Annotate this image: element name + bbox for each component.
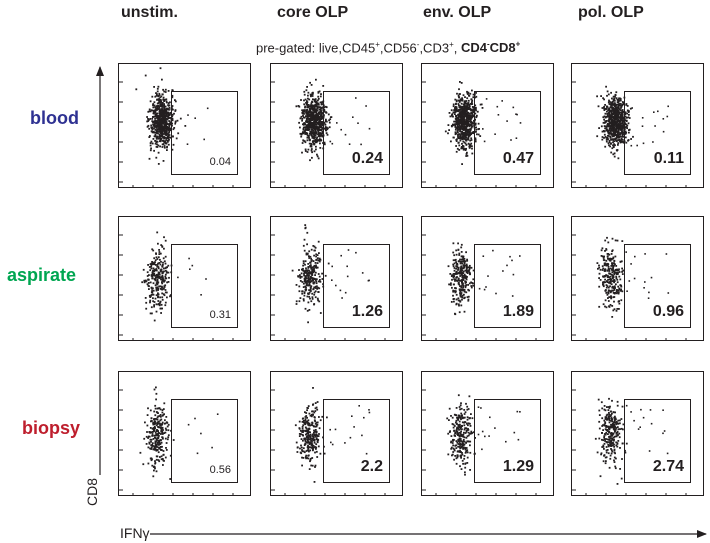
column-header-core-olp: core OLP [277,4,349,21]
event-dots [596,236,670,318]
y-axis-label: CD8 [84,477,100,506]
panel-biopsy-env-olp: 1.29 [421,371,554,496]
ifng-gate: 0.31 [171,244,238,328]
column-header-unstim: unstim. [121,4,178,21]
scatter-plot [119,386,234,495]
row-label-blood: blood [30,108,79,128]
panel-blood-core-olp: 0.24 [270,63,403,188]
panel-blood-env-olp: 0.47 [421,63,554,188]
tick-marks [271,234,386,340]
gate-percentage: 1.26 [351,303,383,320]
tick-marks [422,389,537,495]
event-dots [447,242,521,316]
tick-marks [119,81,234,187]
scatter-plot [271,78,386,187]
tick-marks [422,234,537,340]
tick-marks [119,234,234,340]
scatter-plot [422,234,537,340]
tick-marks [119,389,234,495]
event-dots [139,386,219,480]
panel-aspirate-env-olp: 1.89 [421,216,554,341]
gate-percentage: 2.74 [652,458,684,475]
ifng-gate: 2.2 [323,399,390,483]
event-dots [291,224,370,324]
panel-aspirate-core-olp: 1.26 [270,216,403,341]
pregate-annotation: pre-gated: live,CD45+,CD56-,CD3+, CD4-CD… [256,40,521,56]
gate-percentage: 0.31 [209,309,231,321]
panel-aspirate-unstim: 0.31 [118,216,251,341]
gate-percentage: 1.29 [502,458,534,475]
event-dots [594,397,669,485]
scatter-plot [271,387,386,495]
gate-percentage: 2.2 [360,458,383,475]
tick-marks [572,81,687,187]
gate-percentage: 0.24 [351,150,383,167]
ifng-gate: 0.96 [624,244,691,328]
gate-percentage: 0.11 [653,150,684,167]
ifng-gate: 1.26 [323,244,390,328]
tick-marks [422,81,537,187]
column-header-pol-olp: pol. OLP [578,4,644,21]
row-label-aspirate: aspirate [7,265,77,285]
gate-percentage: 0.04 [209,156,231,168]
panel-blood-pol-olp: 0.11 [571,63,704,188]
ifng-gate: 2.74 [624,399,691,483]
scatter-plot [572,81,687,187]
ifng-gate: 1.89 [474,244,541,328]
ifng-gate: 0.56 [171,399,238,483]
x-axis-label: IFNγ [120,525,150,541]
ifng-gate: 0.11 [624,91,691,175]
event-dots [294,387,371,483]
ifng-gate: 1.29 [474,399,541,483]
tick-marks [572,389,687,495]
tick-marks [271,389,386,495]
column-header-env-olp: env. OLP [423,4,492,21]
scatter-plot [572,389,687,495]
panel-biopsy-pol-olp: 2.74 [571,371,704,496]
panel-biopsy-core-olp: 2.2 [270,371,403,496]
gate-percentage: 0.96 [652,303,684,320]
gate-percentage: 1.89 [502,303,534,320]
gate-percentage: 0.47 [502,150,534,167]
event-dots [295,78,371,162]
ifng-gate: 0.24 [323,91,390,175]
gate-percentage: 0.56 [209,464,231,476]
ifng-gate: 0.47 [474,91,541,175]
tick-marks [572,234,687,340]
scatter-plot [572,234,687,340]
ifng-gate: 0.04 [171,91,238,175]
tick-marks [271,81,386,187]
row-label-biopsy: biopsy [22,418,81,438]
panel-biopsy-unstim: 0.56 [118,371,251,496]
event-dots [446,394,521,476]
panel-aspirate-pol-olp: 0.96 [571,216,704,341]
scatter-plot [422,389,537,495]
panel-blood-unstim: 0.04 [118,63,251,188]
scatter-plot [271,224,386,340]
event-dots [596,85,669,160]
